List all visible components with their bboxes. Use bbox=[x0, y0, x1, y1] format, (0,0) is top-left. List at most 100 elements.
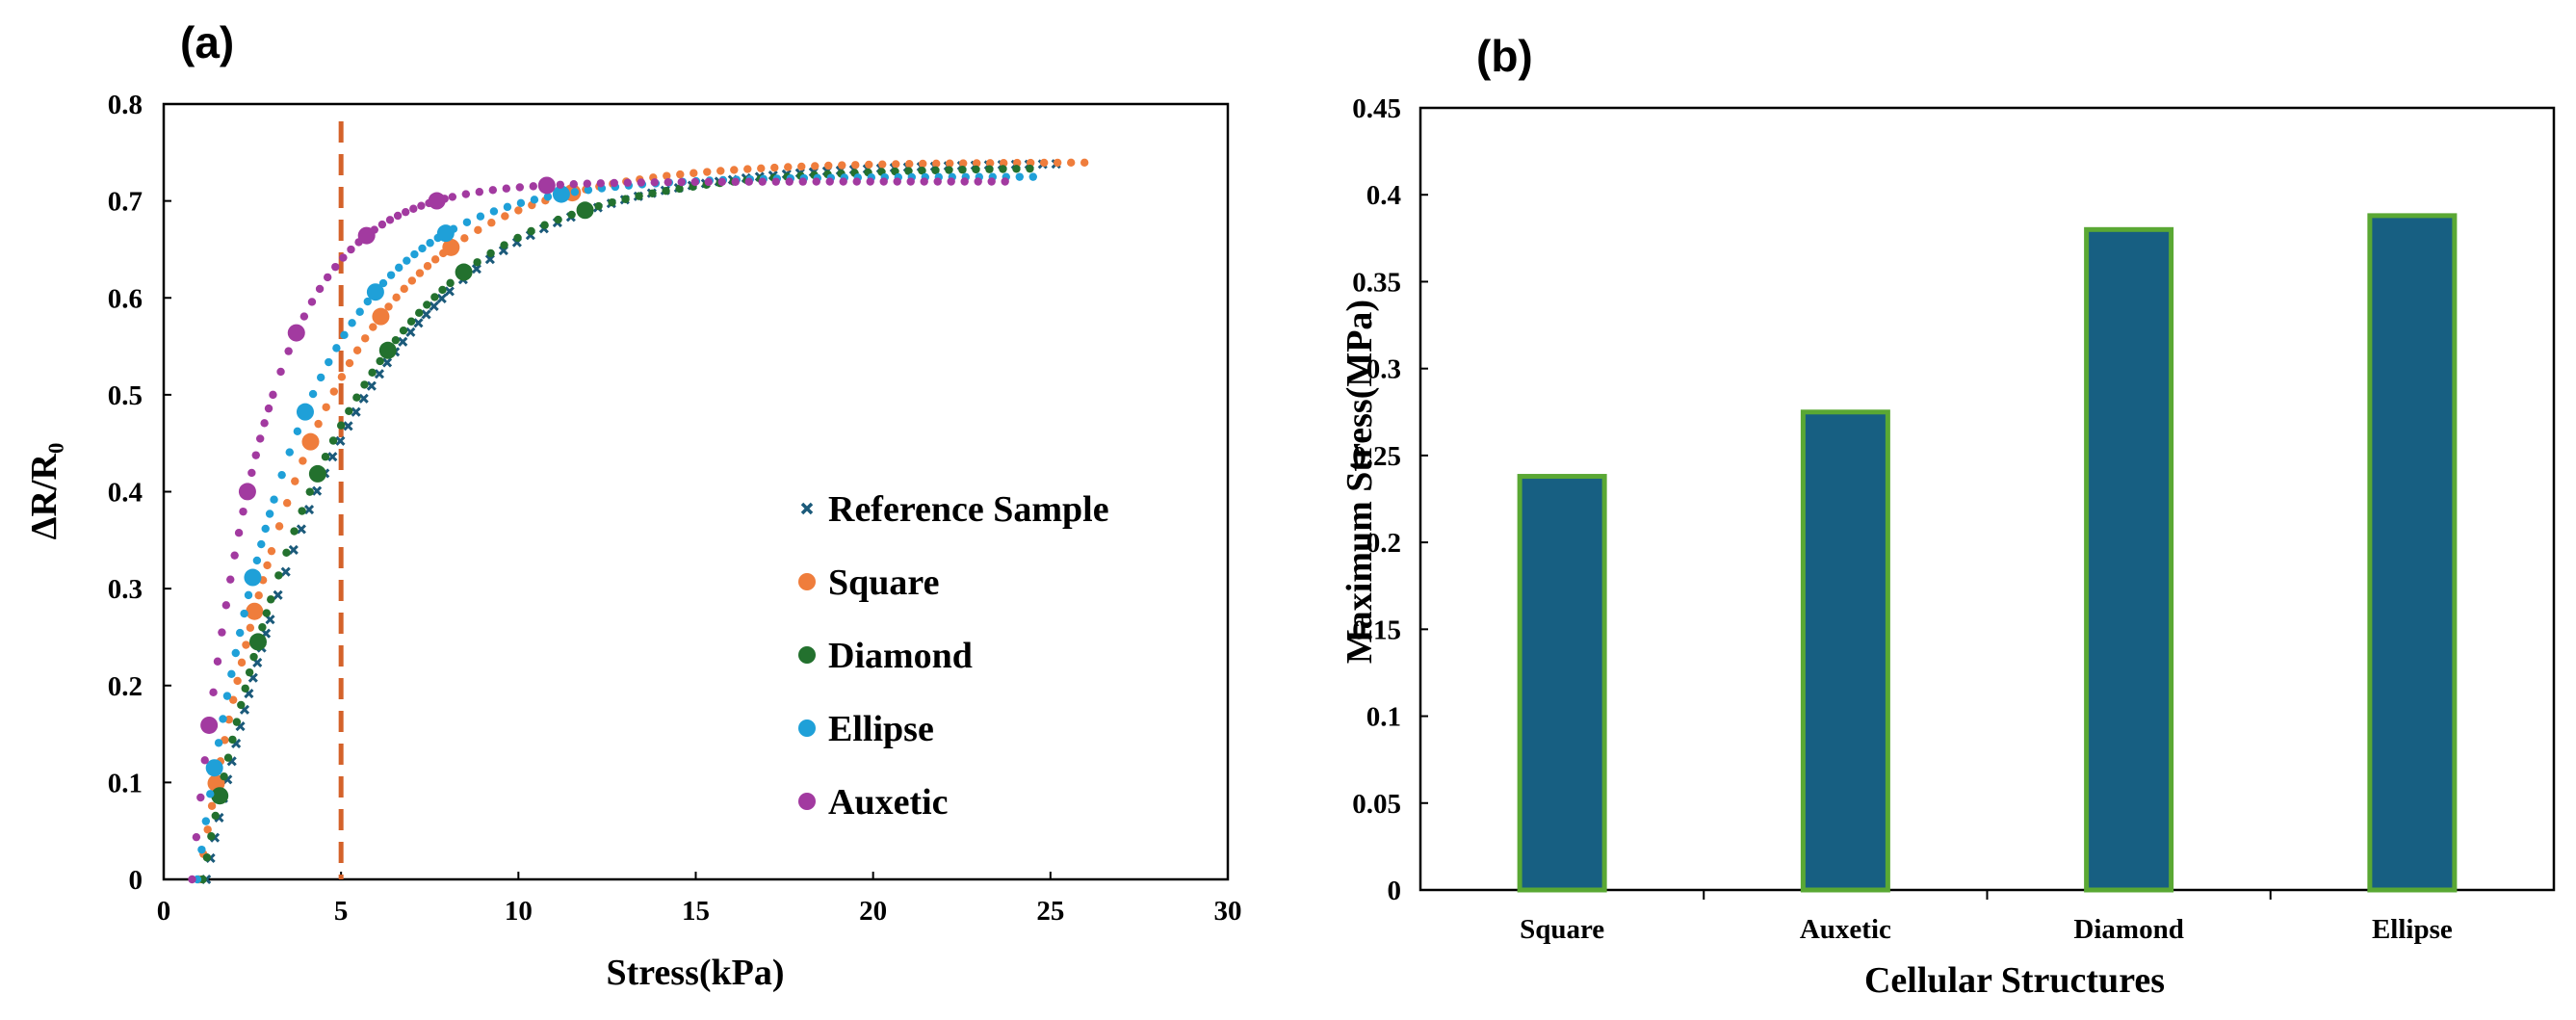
data-point bbox=[284, 347, 293, 355]
data-point bbox=[448, 193, 457, 201]
data-point bbox=[1000, 159, 1008, 168]
data-point bbox=[269, 390, 277, 400]
data-point bbox=[231, 648, 240, 658]
y-tick-label: 0.7 bbox=[108, 187, 143, 218]
data-point bbox=[690, 177, 699, 187]
data-point-large bbox=[238, 483, 256, 501]
x-tick-label: 0 bbox=[157, 896, 171, 927]
data-point-large bbox=[455, 263, 473, 281]
y-tick-label: 0.1 bbox=[1366, 702, 1401, 733]
data-point bbox=[299, 312, 309, 321]
data-point bbox=[488, 186, 498, 195]
data-point bbox=[596, 179, 605, 188]
data-point bbox=[893, 177, 901, 186]
x-tick-label: 25 bbox=[1036, 896, 1064, 927]
data-point bbox=[336, 421, 346, 430]
legend-label: Reference Sample bbox=[828, 489, 1109, 530]
data-point-large bbox=[200, 716, 219, 734]
data-point bbox=[262, 609, 272, 617]
y-axis-title-a: ΔR/R₀ bbox=[24, 443, 65, 540]
data-point bbox=[918, 166, 926, 175]
data-point bbox=[314, 419, 323, 429]
data-point bbox=[690, 169, 698, 177]
data-point bbox=[223, 753, 233, 762]
data-point bbox=[360, 380, 369, 389]
y-tick-label: 0.3 bbox=[1366, 354, 1401, 385]
data-point-large bbox=[301, 432, 320, 451]
x-tick-label: Square bbox=[1520, 914, 1604, 945]
data-point bbox=[650, 178, 659, 187]
data-point bbox=[1066, 158, 1076, 168]
data-point-large bbox=[246, 602, 264, 620]
data-point bbox=[285, 448, 294, 457]
data-point bbox=[202, 853, 212, 862]
data-point bbox=[503, 202, 512, 212]
y-tick-label: 0.4 bbox=[108, 478, 143, 509]
data-point bbox=[487, 219, 496, 227]
data-point bbox=[839, 177, 847, 186]
data-point bbox=[226, 575, 235, 584]
data-point bbox=[207, 801, 217, 810]
data-point bbox=[258, 623, 267, 632]
data-point bbox=[307, 298, 317, 306]
data-point-large bbox=[378, 341, 397, 359]
data-point bbox=[214, 739, 223, 747]
data-point bbox=[288, 544, 299, 556]
data-point bbox=[308, 389, 318, 399]
data-point bbox=[717, 177, 726, 187]
data-point bbox=[366, 380, 377, 391]
data-point bbox=[461, 190, 471, 198]
data-point bbox=[500, 241, 508, 249]
data-point bbox=[623, 178, 632, 187]
data-point bbox=[246, 623, 255, 632]
data-point bbox=[716, 167, 725, 175]
data-point bbox=[361, 334, 370, 343]
data-point bbox=[245, 667, 254, 677]
legend-marker bbox=[800, 502, 814, 515]
y-tick-label: 0 bbox=[129, 865, 143, 896]
data-point bbox=[230, 551, 239, 560]
data-point bbox=[473, 258, 481, 267]
data-point bbox=[866, 177, 874, 186]
data-point bbox=[703, 168, 712, 176]
data-point bbox=[267, 595, 275, 604]
data-point bbox=[409, 204, 418, 213]
data-point bbox=[345, 358, 354, 368]
data-point bbox=[355, 307, 364, 316]
data-point-large bbox=[366, 283, 384, 301]
data-point-large bbox=[537, 176, 556, 195]
x-tick-label: 15 bbox=[682, 896, 710, 927]
data-point bbox=[1080, 158, 1089, 167]
data-point bbox=[677, 177, 686, 187]
data-point bbox=[398, 336, 408, 347]
data-point bbox=[305, 487, 314, 496]
data-points-a bbox=[188, 158, 1089, 885]
series-auxetic bbox=[188, 176, 1009, 884]
data-point bbox=[384, 302, 393, 311]
data-point bbox=[378, 278, 388, 288]
data-point bbox=[385, 216, 395, 224]
data-point bbox=[958, 166, 967, 174]
data-point bbox=[444, 286, 455, 297]
legend-marker bbox=[798, 719, 816, 737]
data-point bbox=[423, 262, 432, 271]
data-point bbox=[675, 184, 684, 194]
data-point bbox=[249, 652, 258, 662]
data-point bbox=[329, 387, 338, 396]
data-point bbox=[878, 160, 887, 169]
data-point bbox=[892, 160, 900, 169]
y-tick-label: 0.05 bbox=[1352, 789, 1401, 820]
data-point bbox=[327, 452, 338, 462]
data-point bbox=[219, 715, 227, 723]
data-point bbox=[392, 293, 401, 302]
data-point bbox=[514, 206, 523, 215]
y-axis-title-b: Maximum Stress(MPa) bbox=[1340, 300, 1380, 664]
data-point bbox=[664, 177, 672, 187]
data-point bbox=[1028, 172, 1037, 181]
data-point bbox=[567, 210, 576, 220]
data-point bbox=[200, 756, 209, 765]
data-point bbox=[426, 239, 434, 248]
legend-label: Diamond bbox=[828, 636, 973, 676]
legend-label: Ellipse bbox=[828, 709, 934, 749]
data-point bbox=[293, 427, 302, 435]
